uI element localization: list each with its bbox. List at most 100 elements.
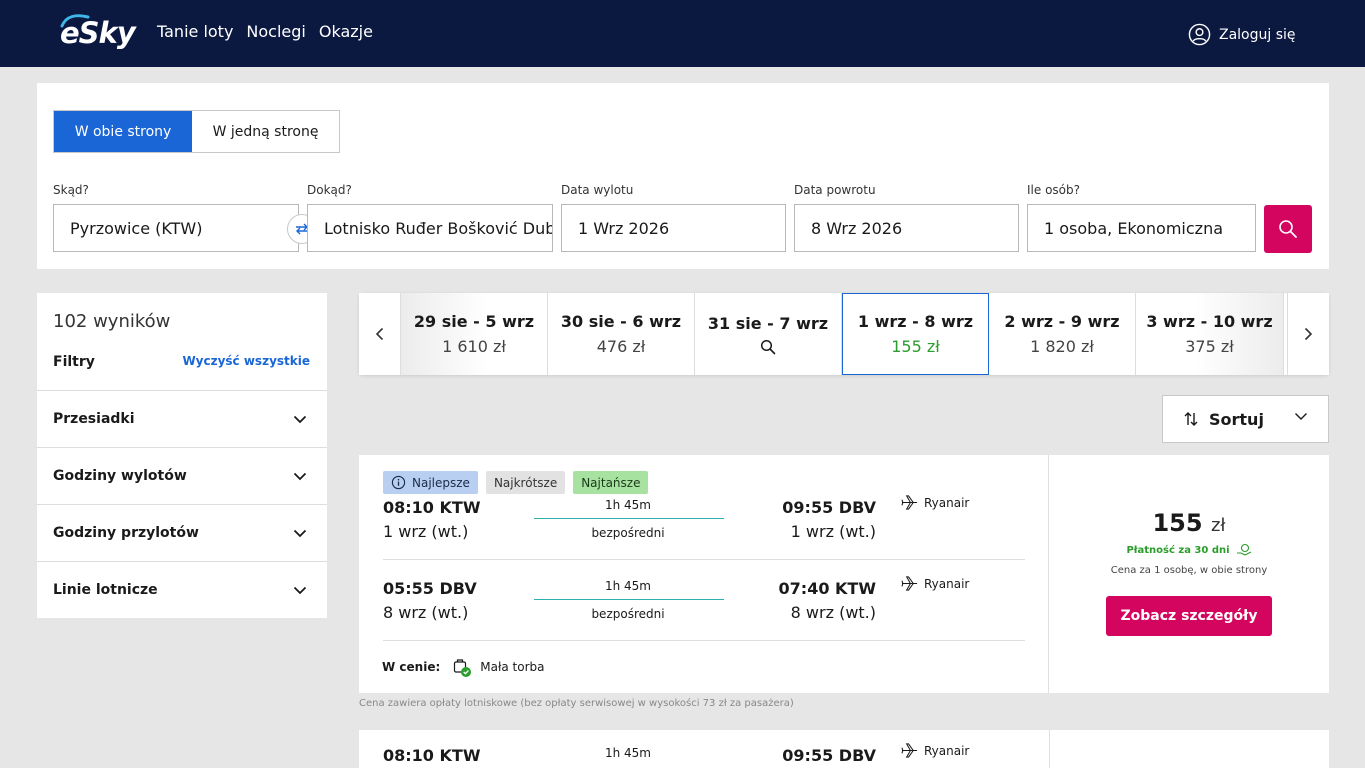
price-per-person-note: Cena za 1 osobę, w obie strony <box>1110 565 1268 576</box>
top-navbar: eSky Tanie loty Noclegi Okazje Zaloguj s… <box>0 0 1365 67</box>
date-carousel: 29 sie - 5 wrz 1 610 zł 30 sie - 6 wrz 4… <box>359 293 1329 375</box>
date-option[interactable]: 31 sie - 7 wrz <box>695 293 842 375</box>
login-button[interactable]: Zaloguj się <box>1188 23 1296 46</box>
to-input[interactable]: Lotnisko Ruđer Bošković Dubrovnik <box>307 204 553 252</box>
depart-label: Data wylotu <box>561 183 634 197</box>
pay-later-info: Płatność za 30 dni <box>1049 543 1329 557</box>
flight-legs: Najlepsze Najkrótsze Najtańsze 08:10 KTW… <box>359 455 1049 693</box>
date-option[interactable]: 30 sie - 6 wrz 476 zł <box>548 293 695 375</box>
date-option[interactable]: 3 wrz - 10 wrz 375 zł <box>1136 293 1284 375</box>
departure-time: 05:55 DBV <box>383 579 477 598</box>
one-way-option[interactable]: W jedną stronę <box>212 123 319 140</box>
results-count: 102 wyników <box>53 311 171 332</box>
result-badges: Najlepsze Najkrótsze Najtańsze <box>383 471 649 494</box>
outbound-leg: 08:10 KTW 1 wrz (wt.) 1h 45m bezpośredni… <box>383 495 1025 558</box>
stops-info: bezpośredni <box>591 607 665 621</box>
date-price: 155 zł <box>891 337 940 356</box>
round-trip-option[interactable]: W obie strony <box>54 111 193 152</box>
flight-result-card[interactable]: 08:10 KTW 1h 45m 09:55 DBV Ryanair <box>359 730 1329 768</box>
airline-name: Ryanair <box>924 576 970 591</box>
inbound-leg: 05:55 DBV 8 wrz (wt.) 1h 45m bezpośredni… <box>383 576 1025 639</box>
arrival-date: 1 wrz (wt.) <box>790 522 876 541</box>
price-footnote: Cena zawiera opłaty lotniskowe (bez opła… <box>359 698 794 709</box>
pay-later-label: Płatność za 30 dni <box>1126 544 1230 556</box>
esky-logo[interactable]: eSky <box>60 14 136 50</box>
nav-deals[interactable]: Okazje <box>318 22 373 41</box>
flight-result-card[interactable]: Najlepsze Najkrótsze Najtańsze 08:10 KTW… <box>359 455 1329 693</box>
date-range: 31 sie - 7 wrz <box>707 313 829 333</box>
arrival-time: 09:55 DBV <box>782 498 876 517</box>
search-panel: W obie strony W jedną stronę Skąd? Pyrzo… <box>37 83 1329 269</box>
badge-shortest: Najkrótsze <box>485 471 566 494</box>
date-price: 375 zł <box>1185 337 1234 356</box>
arrival-time: 07:40 KTW <box>778 579 876 598</box>
leg-divider <box>383 559 1025 560</box>
login-label: Zaloguj się <box>1219 26 1296 43</box>
search-icon <box>1279 220 1297 238</box>
filter-departure-times[interactable]: Godziny wylotów <box>37 447 327 504</box>
price-panel: 155 zł Płatność za 30 dni Cena za 1 osob… <box>1049 455 1329 693</box>
chevron-down-icon <box>1295 413 1307 420</box>
filter-stops[interactable]: Przesiadki <box>37 390 327 447</box>
chevron-down-icon <box>293 586 307 594</box>
see-details-button[interactable]: Zobacz szczegóły <box>1106 596 1272 636</box>
plane-icon <box>901 495 918 510</box>
depart-date-input[interactable]: 1 Wrz 2026 <box>561 204 786 252</box>
arrival-time: 09:55 DBV <box>782 746 876 765</box>
date-price: 1 610 zł <box>442 337 506 356</box>
chevron-down-icon <box>293 529 307 537</box>
departure-time: 08:10 KTW <box>383 498 481 517</box>
plane-icon <box>901 576 918 591</box>
passengers-label: Ile osób? <box>1027 183 1080 197</box>
clear-filters-link[interactable]: Wyczyść wszystkie <box>182 354 310 368</box>
departure-date: 8 wrz (wt.) <box>383 603 469 622</box>
filter-label: Godziny przylotów <box>53 525 199 541</box>
airline: Ryanair <box>901 742 969 759</box>
price-amount: 155 <box>1152 509 1203 537</box>
filters-sidebar: 102 wyników Filtry Wyczyść wszystkie Prz… <box>37 293 327 618</box>
badge-cheapest: Najtańsze <box>573 471 649 494</box>
return-label: Data powrotu <box>794 183 876 197</box>
included-item-label: Mała torba <box>480 660 545 674</box>
carousel-next-button[interactable] <box>1287 293 1329 375</box>
date-option[interactable]: 2 wrz - 9 wrz 1 820 zł <box>989 293 1136 375</box>
search-button[interactable] <box>1264 205 1312 253</box>
included-label: W cenie: <box>382 660 441 674</box>
from-label: Skąd? <box>53 183 89 197</box>
departure-date: 1 wrz (wt.) <box>383 522 469 541</box>
included-divider <box>383 640 1025 641</box>
included-item: Mała torba <box>452 657 545 677</box>
flight-price: 155 zł <box>1049 509 1329 537</box>
sort-dropdown[interactable]: Sortuj <box>1162 395 1329 443</box>
sort-arrows-icon <box>1184 412 1198 426</box>
info-icon[interactable] <box>391 475 406 490</box>
sort-label: Sortuj <box>1209 409 1264 429</box>
nav-accommodation[interactable]: Noclegi <box>246 22 306 41</box>
stops-info: bezpośredni <box>591 526 665 540</box>
chevron-down-icon <box>293 415 307 423</box>
logo-text: eSky <box>60 16 136 50</box>
from-input[interactable]: Pyrzowice (KTW) <box>53 204 299 252</box>
filter-label: Przesiadki <box>53 411 135 427</box>
date-option-selected[interactable]: 1 wrz - 8 wrz 155 zł <box>842 293 989 375</box>
return-date-input[interactable]: 8 Wrz 2026 <box>794 204 1019 252</box>
money-hand-icon <box>1236 543 1251 556</box>
filter-label: Godziny wylotów <box>53 468 187 484</box>
airline-name: Ryanair <box>924 495 970 510</box>
date-option[interactable]: 29 sie - 5 wrz 1 610 zł <box>401 293 548 375</box>
filter-airlines[interactable]: Linie lotnicze <box>37 561 327 618</box>
main-nav: Tanie loty Noclegi Okazje <box>157 22 373 41</box>
included-in-price: W cenie: Mała torba <box>382 657 545 677</box>
plane-icon <box>901 743 918 758</box>
small-bag-icon <box>454 659 472 677</box>
filter-arrival-times[interactable]: Godziny przylotów <box>37 504 327 561</box>
route-line <box>534 599 724 600</box>
nav-cheap-flights[interactable]: Tanie loty <box>157 22 234 41</box>
card-separator <box>1049 730 1050 768</box>
carousel-prev-button[interactable] <box>359 293 401 375</box>
user-circle-icon <box>1188 23 1211 46</box>
passengers-input[interactable]: 1 osoba, Ekonomiczna <box>1027 204 1256 252</box>
date-price: 476 zł <box>596 337 646 356</box>
date-range: 30 sie - 6 wrz <box>560 312 682 331</box>
badge-best: Najlepsze <box>383 471 478 494</box>
